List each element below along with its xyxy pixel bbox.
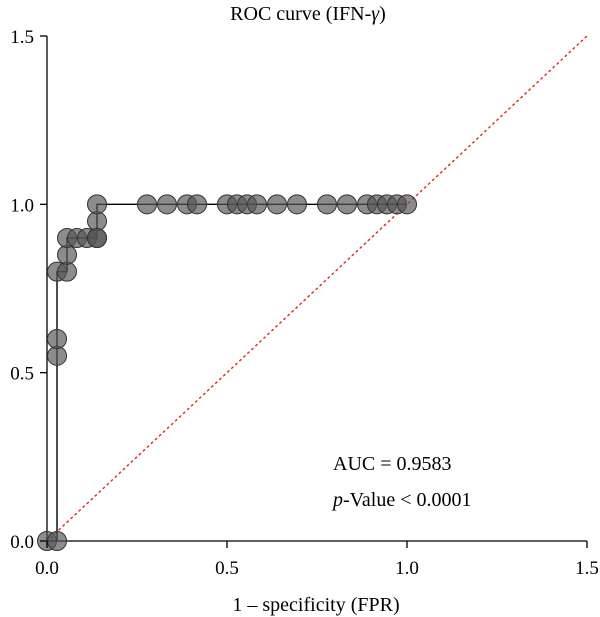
points-layer [37, 194, 417, 551]
axes [46, 36, 587, 542]
chart-title-symbol: γ [371, 3, 380, 25]
x-tick-label: 0.0 [35, 558, 59, 579]
roc-point [187, 194, 208, 215]
roc-point [87, 228, 108, 248]
chart-title-end: ) [379, 3, 386, 25]
roc-point [87, 211, 108, 232]
roc-point [397, 194, 417, 215]
pvalue-rest: -Value < 0.0001 [343, 489, 471, 511]
roc-point [47, 531, 68, 551]
x-tick-label: 1.0 [395, 558, 419, 579]
roc-point [246, 194, 267, 215]
roc-point [47, 345, 68, 366]
x-tick-label: 1.5 [575, 558, 599, 579]
x-tick-label: 0.5 [215, 558, 239, 579]
reference-layer [46, 35, 588, 542]
roc-point [47, 329, 68, 349]
chart-title: ROC curve (IFN-γ) [230, 3, 386, 25]
roc-point [156, 194, 177, 215]
roc-point [286, 194, 307, 215]
roc-point [317, 194, 338, 215]
pvalue-italic: p [331, 489, 343, 511]
y-tick-label: 0.0 [10, 532, 34, 553]
reference-line [46, 35, 588, 542]
chart-title-main: ROC curve (IFN- [230, 3, 371, 25]
roc-point [57, 244, 78, 265]
ticks-layer: 0.0 0.5 1.0 1.5 0.0 0.5 1.0 1.5 [10, 27, 599, 579]
roc-point [137, 194, 158, 215]
roc-point [57, 261, 78, 282]
y-tick-label: 1.5 [10, 27, 34, 48]
pvalue-annotation: p-Value < 0.0001 [331, 489, 471, 511]
x-axis-title: 1 – specificity (FPR) [232, 594, 399, 616]
roc-point [87, 194, 108, 215]
roc-point [336, 194, 357, 215]
y-tick-label: 0.5 [10, 364, 34, 385]
y-tick-label: 1.0 [10, 195, 34, 216]
auc-annotation: AUC = 0.9583 [333, 453, 452, 475]
roc-point [267, 194, 288, 215]
